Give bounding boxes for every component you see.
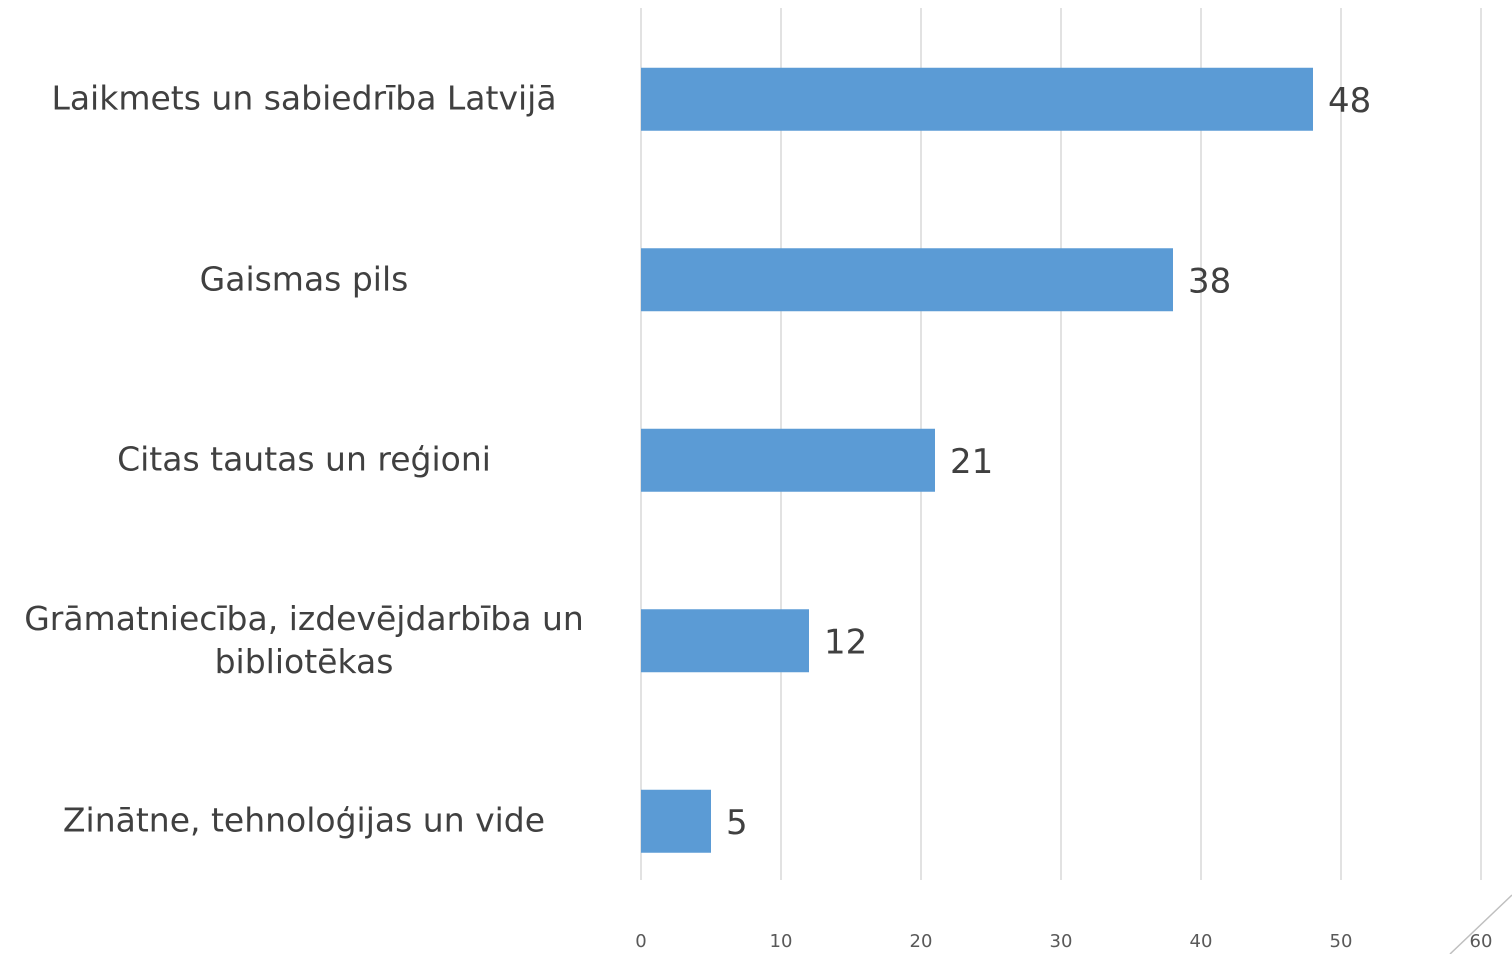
- category-label: Gaismas pils: [199, 259, 409, 299]
- category-label: Citas tautas un reģioni: [117, 439, 491, 479]
- bar: [641, 67, 1313, 131]
- x-tick-label: 0: [635, 931, 646, 952]
- x-tick-label: 40: [1190, 931, 1213, 952]
- category-label: Grāmatniecība, izdevējdarbība un bibliot…: [24, 598, 584, 681]
- data-label: 5: [726, 803, 748, 843]
- data-label: 38: [1188, 261, 1231, 301]
- bar: [641, 248, 1173, 312]
- data-label: 48: [1328, 81, 1371, 121]
- bar: [641, 789, 711, 853]
- corner-decoration: [1449, 894, 1512, 954]
- bar: [641, 609, 809, 673]
- data-label: 21: [950, 442, 993, 482]
- x-tick-label: 20: [910, 931, 933, 952]
- x-tick-label: 10: [770, 931, 793, 952]
- x-tick-label: 50: [1330, 931, 1353, 952]
- category-label: Laikmets un sabiedrība Latvijā: [51, 78, 557, 118]
- category-label: Zinātne, tehnoloģijas un vide: [62, 800, 546, 840]
- data-label: 12: [824, 622, 867, 662]
- x-tick-label: 30: [1050, 931, 1073, 952]
- bar: [641, 428, 935, 492]
- x-tick-label: 60: [1470, 931, 1493, 952]
